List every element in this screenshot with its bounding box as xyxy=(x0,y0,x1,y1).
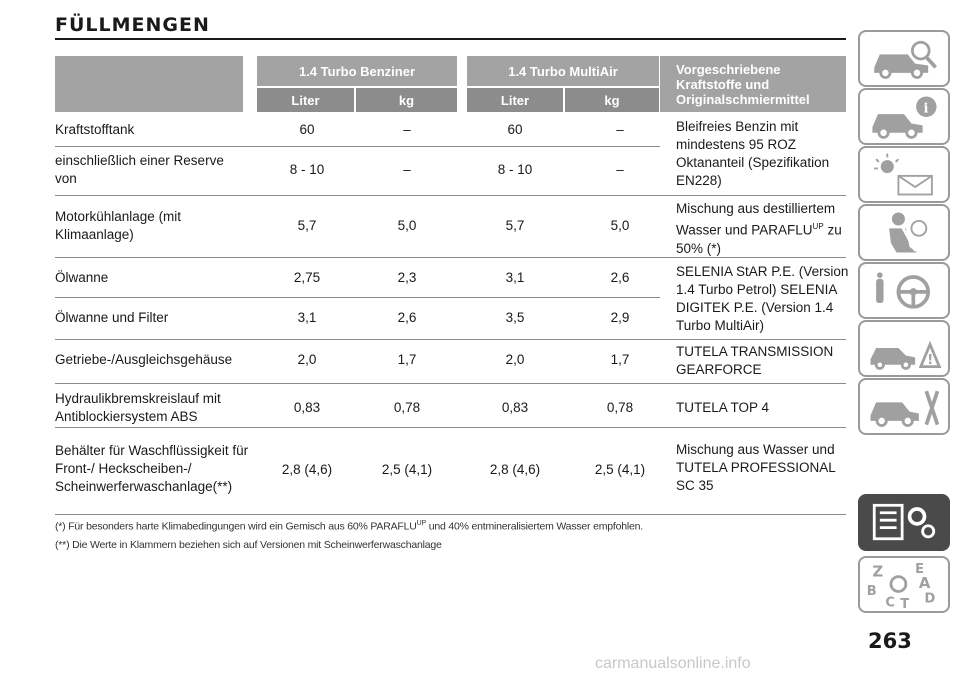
row-label: Motorkühlanlage (mit Klimaanlage) xyxy=(55,209,182,242)
paraflu-superscript: UP xyxy=(812,222,824,231)
row-divider xyxy=(55,339,846,340)
steering-wheel-icon[interactable] xyxy=(858,262,950,319)
value-cell: 5,0 xyxy=(610,218,630,233)
header-blank-cell xyxy=(55,56,243,112)
value-cell: 2,6 xyxy=(397,310,417,325)
svg-text:B: B xyxy=(867,584,877,599)
value-cell: 2,9 xyxy=(610,310,630,325)
row-label: Kraftstofftank xyxy=(55,122,135,137)
header-sub-liter-1: Liter xyxy=(257,88,354,112)
svg-text:D: D xyxy=(924,592,935,607)
footnote-1: (*) Für besonders harte Klimabedingungen… xyxy=(55,520,643,533)
value-cell: 0,83 xyxy=(501,400,529,415)
spec-gear: TUTELA TRANSMISSION GEARFORCE xyxy=(676,344,834,377)
value-cell: – xyxy=(403,122,411,137)
page-title: FÜLLMENGEN xyxy=(55,14,210,36)
spec-washer: Mischung aus Wasser und TUTELA PROFESSIO… xyxy=(676,442,836,493)
row-label: Getriebe-/Ausgleichsgehäuse xyxy=(55,352,233,367)
spec-coolant-ratio: zu 50% (*) xyxy=(676,222,842,256)
value-cell: 5,7 xyxy=(297,218,317,233)
value-cell: 0,83 xyxy=(293,400,321,415)
watermark: carmanualsonline.info xyxy=(595,655,751,672)
value-cell: 5,0 xyxy=(397,218,417,233)
technical-data-icon[interactable] xyxy=(858,494,950,551)
footnote-1-rest: und 40% entmineralisiertem Wasser empfoh… xyxy=(428,520,644,533)
warning-lights-icon[interactable] xyxy=(858,146,950,203)
value-cell: 0,78 xyxy=(606,400,634,415)
row-label: Ölwanne xyxy=(55,270,109,285)
svg-text:C: C xyxy=(885,595,895,610)
value-cell: – xyxy=(403,162,411,177)
value-cell: 2,5 (4,1) xyxy=(381,462,433,477)
value-cell: 60 xyxy=(299,122,315,137)
breakdown-icon[interactable]: ! xyxy=(858,320,950,377)
airbag-safety-icon[interactable] xyxy=(858,204,950,261)
value-cell: – xyxy=(616,162,624,177)
value-cell: 1,7 xyxy=(397,352,417,367)
value-cell: 2,75 xyxy=(293,270,321,285)
header-sub-kg-1: kg xyxy=(356,88,457,112)
spec-fuel: Bleifreies Benzin mit mindestens 95 ROZ … xyxy=(676,119,830,188)
footnote-2: (**) Die Werte in Klammern beziehen sich… xyxy=(55,539,442,551)
row-label: Behälter für Waschflüssigkeit für Front-… xyxy=(55,443,249,494)
value-cell: – xyxy=(616,122,624,137)
svg-text:A: A xyxy=(919,574,931,592)
car-info-icon[interactable]: i xyxy=(858,88,950,145)
spec-coolant-text: Mischung aus destilliertem Wasser und PA… xyxy=(676,201,836,238)
table-bottom-rule xyxy=(55,514,846,515)
value-cell: 2,8 (4,6) xyxy=(281,462,333,477)
row-divider xyxy=(55,195,846,196)
svg-text:T: T xyxy=(900,597,909,611)
value-cell: 1,7 xyxy=(610,352,630,367)
value-cell: 3,1 xyxy=(297,310,317,325)
value-cell: 60 xyxy=(507,122,523,137)
row-divider xyxy=(55,297,660,298)
footnote-1-sup: UP xyxy=(416,520,427,527)
value-cell: 8 - 10 xyxy=(289,162,325,177)
value-cell: 2,0 xyxy=(505,352,525,367)
value-cell: 3,1 xyxy=(505,270,525,285)
car-tools-icon[interactable] xyxy=(858,378,950,435)
value-cell: 2,6 xyxy=(610,270,630,285)
title-rule xyxy=(55,38,846,40)
header-spec: Vorgeschriebene Kraftstoffe und Original… xyxy=(660,56,846,112)
svg-text:i: i xyxy=(924,101,929,116)
row-divider xyxy=(55,427,846,428)
svg-text:Z: Z xyxy=(872,563,883,581)
value-cell: 2,8 (4,6) xyxy=(489,462,541,477)
spec-coolant: Mischung aus destilliertem Wasser und PA… xyxy=(676,200,851,256)
value-cell: 3,5 xyxy=(505,310,525,325)
row-label: einschließlich einer Reserve von xyxy=(55,153,224,186)
row-divider xyxy=(55,146,660,147)
spec-oil: SELENIA StAR P.E. (Version 1.4 Turbo Pet… xyxy=(676,264,849,333)
header-sub-kg-2: kg xyxy=(565,88,659,112)
spec-brake: TUTELA TOP 4 xyxy=(676,400,770,415)
row-divider xyxy=(55,383,846,384)
value-cell: 5,7 xyxy=(505,218,525,233)
page-number: 263 xyxy=(868,629,912,653)
car-search-icon[interactable] xyxy=(858,30,950,87)
value-cell: 8 - 10 xyxy=(497,162,533,177)
value-cell: 0,78 xyxy=(393,400,421,415)
svg-text:E: E xyxy=(915,562,924,577)
value-cell: 2,0 xyxy=(297,352,317,367)
value-cell: 2,3 xyxy=(397,270,417,285)
header-sub-liter-2: Liter xyxy=(467,88,563,112)
header-group-benziner: 1.4 Turbo Benziner xyxy=(257,56,457,86)
row-divider xyxy=(55,257,846,258)
row-label: Ölwanne und Filter xyxy=(55,310,169,325)
svg-text:!: ! xyxy=(927,353,933,368)
value-cell: 2,5 (4,1) xyxy=(594,462,646,477)
row-label: Hydraulikbremskreislauf mit Antiblockier… xyxy=(55,391,221,424)
header-group-multiair: 1.4 Turbo MultiAir xyxy=(467,56,659,86)
footnote-1-text: (*) Für besonders harte Klimabedingungen… xyxy=(55,520,417,533)
